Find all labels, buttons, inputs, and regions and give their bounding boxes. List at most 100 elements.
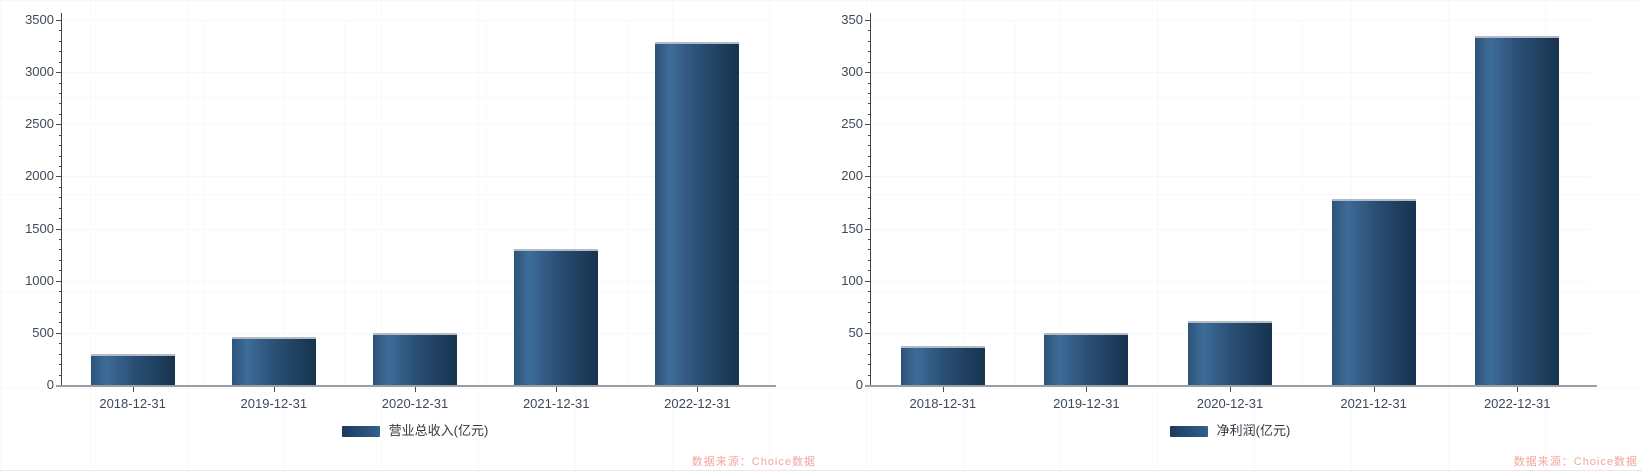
y-minor-tick	[868, 113, 871, 115]
y-minor-tick	[868, 82, 871, 84]
y-minor-tick	[868, 40, 871, 42]
y-axis-label: 0	[855, 377, 863, 392]
legend-item-net-profit[interactable]: 净利润(亿元)	[1169, 423, 1290, 439]
y-axis-label: 3500	[25, 12, 54, 27]
y-axis-label: 1500	[25, 220, 54, 236]
y-axis-label: 350	[841, 12, 863, 27]
y-gridline	[62, 228, 768, 230]
bar-2022-12-31	[1475, 36, 1560, 385]
y-minor-tick	[59, 134, 62, 136]
y-minor-tick	[59, 322, 62, 324]
x-tick	[1517, 387, 1519, 392]
y-minor-tick	[59, 186, 62, 188]
y-minor-tick	[59, 259, 62, 261]
y-minor-tick	[868, 103, 871, 105]
bar-2019-12-31	[1044, 333, 1129, 385]
y-minor-tick	[59, 61, 62, 63]
watermark: 数据来源：Choice数据	[691, 456, 816, 468]
v-gridline	[1158, 20, 1160, 385]
legend: 净利润(亿元)	[871, 423, 1589, 439]
y-minor-tick	[868, 30, 871, 32]
y-minor-tick	[868, 93, 871, 94]
x-tick	[415, 387, 416, 392]
v-gridline	[626, 20, 628, 385]
y-minor-tick	[868, 145, 871, 147]
y-minor-tick	[59, 239, 62, 240]
bar-2018-12-31	[900, 346, 985, 385]
y-axis-label: 250	[841, 116, 863, 132]
bar-2021-12-31	[514, 249, 599, 385]
y-minor-tick	[868, 61, 871, 63]
y-minor-tick	[868, 197, 871, 199]
y-minor-tick	[59, 82, 62, 84]
y-minor-tick	[868, 166, 871, 167]
x-axis-label: 2021-12-31	[1340, 396, 1407, 411]
y-minor-tick	[868, 322, 871, 324]
y-major-tick	[56, 176, 62, 178]
y-major-tick	[865, 280, 871, 282]
bar-2020-12-31	[373, 332, 457, 385]
y-minor-tick	[59, 103, 62, 105]
y-minor-tick	[868, 134, 871, 136]
legend: 营业总收入(亿元)	[62, 423, 768, 439]
x-tick	[1230, 387, 1231, 392]
y-minor-tick	[868, 259, 871, 261]
v-gridline	[485, 20, 487, 385]
y-minor-tick	[868, 249, 871, 251]
y-minor-tick	[59, 166, 62, 167]
y-major-tick	[865, 124, 871, 126]
y-minor-tick	[59, 343, 62, 345]
y-major-tick	[56, 228, 62, 230]
y-minor-tick	[59, 30, 62, 32]
y-minor-tick	[59, 197, 62, 199]
y-minor-tick	[59, 155, 62, 157]
legend-item-revenue[interactable]: 营业总收入(亿元)	[341, 423, 489, 439]
y-minor-tick	[868, 343, 871, 345]
legend-label-revenue: 营业总收入(亿元)	[388, 423, 489, 438]
y-gridline	[62, 124, 768, 126]
y-axis-label: 3000	[25, 64, 54, 80]
x-axis-label: 2020-12-31	[381, 396, 449, 411]
y-axis-label: 50	[848, 324, 863, 340]
y-gridline	[871, 124, 1589, 126]
v-gridline	[344, 20, 346, 385]
y-minor-tick	[868, 353, 871, 355]
y-major-tick	[865, 332, 871, 334]
y-major-tick	[56, 72, 62, 74]
y-axis-label: 300	[841, 64, 863, 80]
y-gridline	[871, 280, 1589, 282]
y-minor-tick	[868, 374, 871, 376]
y-axis-label: 100	[841, 272, 863, 288]
y-minor-tick	[868, 312, 871, 313]
bar-2018-12-31	[90, 354, 175, 385]
y-gridline	[62, 176, 768, 178]
y-minor-tick	[59, 40, 62, 42]
y-minor-tick	[59, 270, 62, 272]
y-axis-line	[61, 13, 62, 385]
y-axis-label: 200	[841, 168, 863, 184]
y-minor-tick	[59, 291, 62, 293]
y-major-tick	[865, 228, 871, 230]
y-gridline	[871, 20, 1589, 21]
y-minor-tick	[59, 364, 62, 366]
bar-2022-12-31	[655, 42, 740, 385]
y-major-tick	[865, 20, 871, 21]
y-gridline	[62, 20, 768, 21]
x-tick	[273, 387, 275, 392]
y-minor-tick	[868, 301, 871, 303]
y-major-tick	[56, 332, 62, 334]
y-gridline	[871, 72, 1589, 74]
y-axis-label: 1000	[25, 272, 54, 288]
v-gridline	[203, 20, 205, 385]
y-minor-tick	[868, 270, 871, 272]
y-minor-tick	[868, 218, 871, 220]
y-axis-label: 500	[32, 324, 54, 340]
y-minor-tick	[868, 155, 871, 157]
chart-plot: 0 50 100 150 200 250 300 350 2018-12-31 2019-12-3…	[820, 0, 1642, 475]
x-tick	[556, 387, 558, 392]
x-tick	[942, 387, 944, 392]
bar-2021-12-31	[1331, 198, 1416, 385]
y-axis-line	[870, 13, 871, 385]
y-gridline	[62, 280, 768, 282]
